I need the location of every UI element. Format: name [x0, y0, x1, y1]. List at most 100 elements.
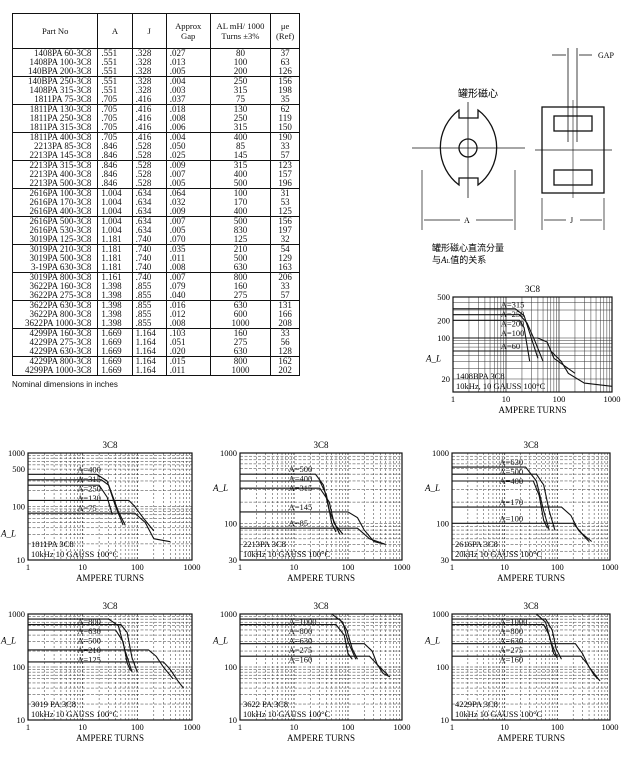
table-row: 4299PA 1000-3C8 1.669 1.164.011 1000 202	[11, 366, 300, 376]
series-label: A=630	[289, 636, 313, 646]
chart-annotation: 2616PA 3C8	[455, 539, 498, 549]
table-row: 4229PA 275-3C8 1.669 1.164.051 275 56	[11, 338, 300, 347]
chart-title: 3C8	[523, 440, 539, 450]
x-tick-label: 1	[26, 562, 30, 572]
table-cell: .070	[165, 235, 211, 245]
table-row: 1408PA 315-3C8.551.328.003 315 198	[11, 86, 300, 95]
table-cell: .528	[131, 170, 167, 179]
table-cell: 129	[270, 254, 300, 263]
pot-core-section-view	[535, 48, 612, 230]
dimension-j-label: J	[570, 216, 573, 225]
series-label: A=160	[289, 655, 313, 665]
chart-annotation: 10kHz 10 GAUSS 100°C	[243, 709, 331, 719]
table-cell: 250	[209, 114, 272, 123]
table-row: 3019PA 210-3C8 1.181.740.035 210 54	[11, 244, 300, 254]
y-tick-label: 30	[229, 555, 238, 565]
y-axis-label: A_L	[0, 636, 16, 646]
x-tick-label: 1	[26, 722, 30, 732]
y-tick-label: 1000	[432, 448, 449, 458]
table-cell: 630	[209, 263, 272, 273]
x-tick-label: 1	[450, 722, 454, 732]
x-tick-label: 1000	[602, 722, 619, 732]
dimension-a-label: A	[464, 216, 470, 225]
series-curve	[240, 643, 389, 676]
table-row: 2213PA 315-3C8.846.528.009 315 123	[11, 160, 300, 170]
table-cell: .007	[165, 170, 211, 179]
table-cell: 162	[270, 356, 300, 366]
table-cell: 156	[270, 216, 300, 226]
table-cell: 166	[270, 310, 300, 319]
table-cell: .004	[165, 132, 211, 142]
series-label: A=170	[499, 497, 523, 507]
table-cell: 33	[270, 142, 300, 151]
x-tick-label: 1000	[394, 562, 411, 572]
series-curve	[453, 337, 576, 374]
series-curve	[28, 618, 133, 673]
table-cell: 33	[270, 328, 300, 338]
y-tick-label: 500	[437, 292, 450, 302]
table-cell: .018	[165, 104, 211, 114]
x-tick-label: 10	[500, 722, 509, 732]
table-cell: 1.164	[131, 347, 167, 357]
table-cell: .009	[165, 160, 211, 170]
table-cell: .008	[165, 114, 211, 123]
table-cell: 630	[209, 300, 272, 310]
series-label: A=800	[289, 626, 313, 636]
table-cell: 630	[209, 347, 272, 357]
table-cell: 315	[209, 160, 272, 170]
table-row: 4299PA 160-3C8 1.669 1.164.103 160 33	[11, 328, 300, 338]
x-tick-label: 10	[502, 394, 511, 404]
series-label: A=500	[289, 464, 313, 474]
x-tick-label: 1	[450, 562, 454, 572]
table-cell: .528	[131, 142, 167, 151]
x-tick-label: 10	[290, 722, 299, 732]
table-row: 3-19PA 630-3C8 1.181.740.008 630 163	[11, 263, 300, 273]
y-tick-label: 10	[229, 715, 238, 725]
series-curve	[28, 512, 171, 543]
series-curve	[453, 350, 613, 387]
table-row: 1408PA 60-3C8.551.328.027 80 37	[11, 48, 300, 58]
caption-line-1: 罐形磁心直流分量	[432, 242, 504, 253]
table-cell: 145	[209, 151, 272, 161]
series-label: A=85	[289, 518, 308, 528]
table-cell: 198	[270, 86, 300, 95]
table-row: 1811PA 130-3C8.705.416.018 130 62	[11, 104, 300, 114]
table-row: 1811PA 250-3C8.705.416.008 250 119	[11, 114, 300, 123]
series-curve	[28, 661, 184, 689]
x-tick-label: 1000	[394, 722, 411, 732]
table-cell: 37	[270, 48, 300, 58]
table-row: 2213PA 145-3C8.846.528.025 145 57	[11, 151, 300, 161]
table-row: 3622PA 800-3C8 1.398.855.012 600 166	[11, 310, 300, 319]
y-tick-label: 100	[12, 662, 25, 672]
table-cell: 150	[270, 123, 300, 133]
table-cell: .634	[131, 226, 167, 235]
table-cell: 125	[270, 207, 300, 217]
series-curve	[28, 649, 174, 680]
chart-title: 3C8	[523, 601, 539, 611]
table-cell: 170	[209, 198, 272, 207]
table-cell: 100	[209, 188, 272, 198]
x-axis-label: AMPERE TURNS	[497, 733, 565, 743]
table-cell: .328	[131, 76, 167, 86]
pot-core-diagram: 罐形磁心 A J GAP 罐形磁心	[412, 48, 615, 265]
series-curve	[452, 643, 599, 680]
table-cell: 57	[270, 291, 300, 301]
x-tick-label: 10	[290, 562, 299, 572]
table-cell: .005	[165, 226, 211, 235]
y-tick-label: 1000	[8, 448, 25, 458]
y-tick-label: 100	[436, 518, 449, 528]
chart-annotation: 10kHz 10 GAUSS 100°C	[455, 709, 543, 719]
series-curve	[240, 624, 353, 660]
table-cell: .064	[165, 188, 211, 198]
table-row: 2616PA 170-3C8 1.004.634.032 170 53	[11, 198, 300, 207]
table-cell: 128	[270, 347, 300, 357]
series-curve	[452, 473, 556, 531]
table-cell: 275	[209, 291, 272, 301]
series-label: A=100	[501, 328, 525, 338]
table-cell: 250	[209, 76, 272, 86]
series-curve	[452, 655, 601, 682]
series-label: A=145	[289, 502, 313, 512]
y-axis-label: A_L	[424, 483, 440, 493]
